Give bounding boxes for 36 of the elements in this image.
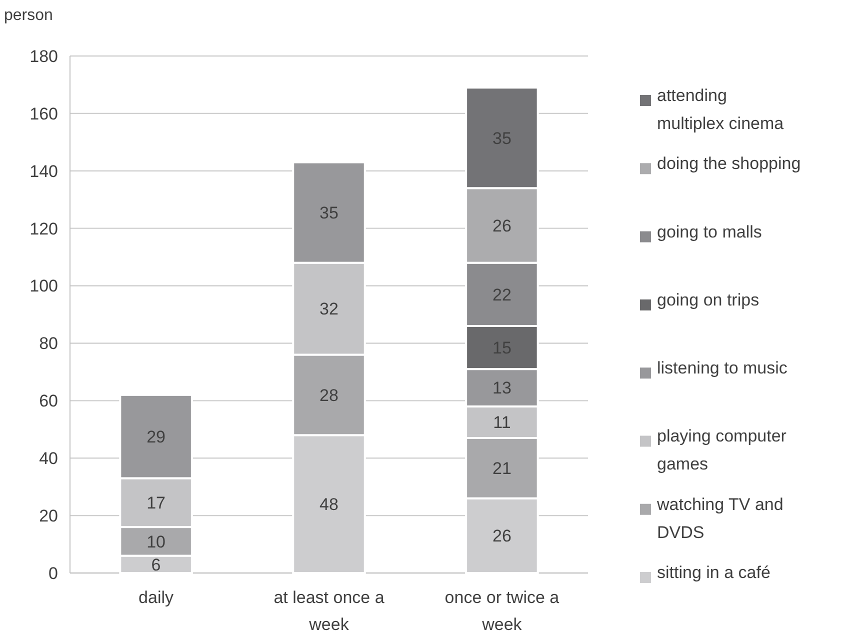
y-tick-label: 20 [39, 506, 58, 526]
legend-label: going on trips [657, 290, 760, 310]
y-tick-label: 180 [30, 46, 58, 66]
y-tick-label: 100 [30, 276, 58, 296]
legend-label: watching TV and DVDS [656, 494, 784, 542]
data-label: 29 [146, 428, 166, 447]
x-tick-label: daily [138, 588, 174, 607]
y-tick-label: 120 [30, 219, 58, 238]
y-tick-label: 60 [39, 392, 58, 411]
data-label: 11 [493, 413, 511, 432]
legend-label: attending multiplex cinema [657, 86, 784, 133]
legend-label: going to malls [657, 222, 762, 242]
data-label: 13 [492, 378, 512, 398]
legend-label: listening to music [657, 358, 788, 378]
data-label: 21 [492, 459, 512, 478]
data-label: 32 [320, 300, 338, 319]
data-label: 10 [146, 532, 166, 552]
y-tick-label: 40 [39, 449, 58, 468]
legend-label: playing computer games [657, 426, 787, 474]
data-label: 35 [320, 203, 338, 222]
data-label: 17 [146, 494, 166, 513]
data-label: 26 [492, 526, 512, 546]
data-label: 22 [492, 285, 512, 304]
y-tick-label: 80 [39, 334, 58, 354]
x-tick-label: at least once a week [274, 588, 385, 634]
data-label: 26 [492, 216, 512, 236]
y-tick-label: 160 [30, 104, 58, 124]
data-label: 6 [151, 555, 161, 574]
y-axis-title: person [4, 7, 53, 24]
legend-label: sitting in a café [657, 563, 770, 582]
y-tick-label: 0 [48, 564, 58, 583]
data-label: 28 [320, 386, 338, 405]
data-label: 48 [320, 495, 338, 514]
y-tick-label: 140 [30, 162, 58, 181]
x-tick-label: once or twice a week [444, 588, 560, 634]
legend-label: doing the shopping [657, 154, 801, 174]
